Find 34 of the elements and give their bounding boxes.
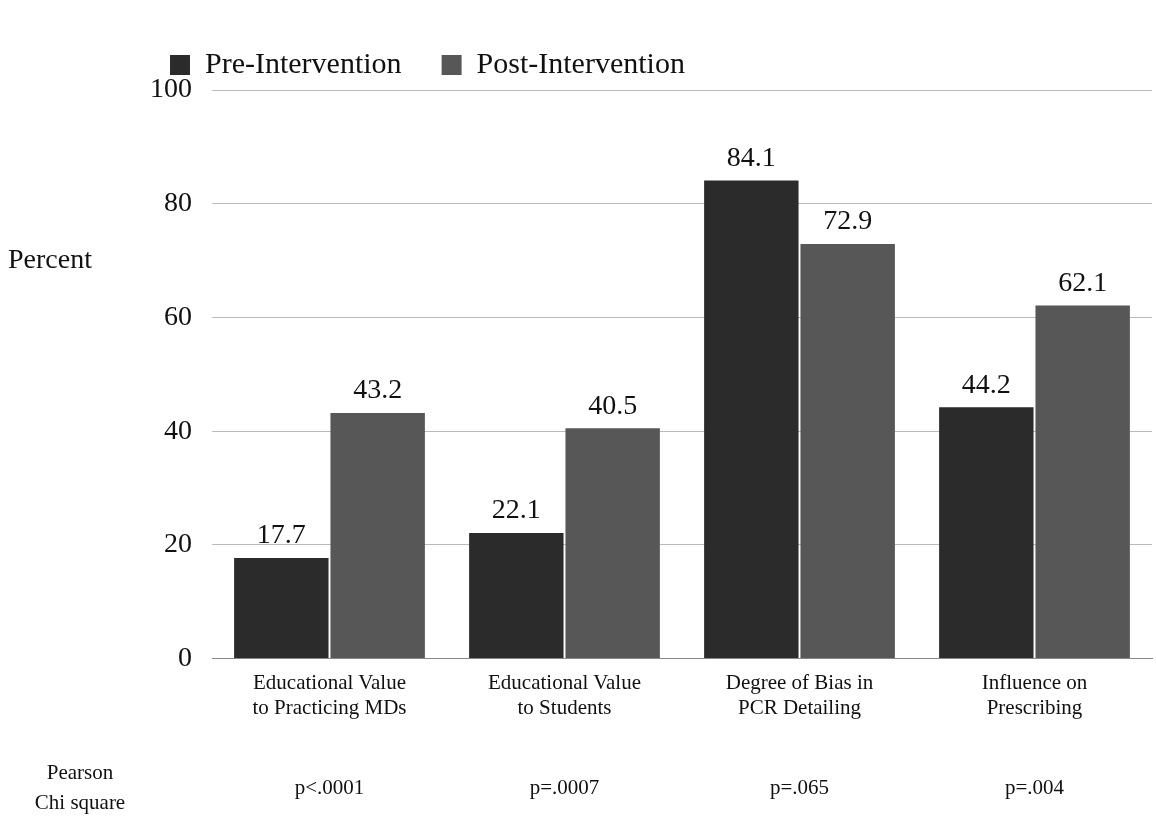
bar	[469, 532, 564, 659]
bar	[1035, 305, 1130, 659]
bar	[565, 428, 660, 659]
text: p=.004	[1004, 774, 1065, 799]
legend-label: Post-Intervention	[476, 45, 685, 79]
y-tick-label: 100	[150, 72, 192, 104]
text: Pearson Chi square	[34, 759, 126, 814]
y-tick-label: 20	[164, 527, 192, 559]
text: p=.0007	[529, 774, 600, 799]
text: p=.065	[769, 774, 830, 799]
text: p<.0001	[294, 774, 365, 799]
y-tick-label: 0	[178, 640, 192, 672]
bar	[800, 244, 895, 659]
bar	[234, 557, 329, 659]
data-label: 43.2	[353, 373, 403, 405]
y-tick-label: 40	[164, 413, 192, 445]
bar	[704, 180, 799, 659]
x-tick-label: Educational Value to Students	[488, 669, 641, 719]
data-label: 84.1	[726, 140, 776, 172]
data-label: 44.2	[961, 367, 1011, 399]
data-label: 62.1	[1058, 265, 1108, 297]
x-tick-label: Influence on Prescribing	[981, 669, 1088, 719]
y-axis-title: Percent	[8, 242, 93, 274]
data-label: 40.5	[588, 388, 638, 420]
data-label: 17.7	[256, 518, 306, 550]
bar	[939, 407, 1034, 659]
data-label: 22.1	[491, 493, 541, 525]
y-tick-label: 80	[164, 186, 192, 218]
x-tick-label: Degree of Bias in PCR Detailing	[725, 669, 874, 719]
bar	[330, 412, 425, 659]
data-label: 72.9	[823, 204, 873, 236]
y-tick-label: 60	[164, 299, 192, 331]
x-tick-label: Educational Value to Practicing MDs	[252, 669, 407, 719]
legend-label: Pre-Intervention	[205, 45, 402, 79]
